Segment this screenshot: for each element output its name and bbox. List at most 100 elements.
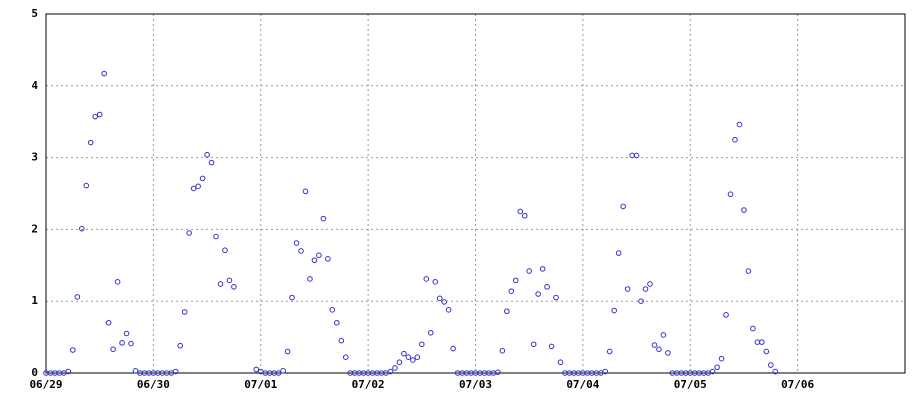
point bbox=[298, 248, 304, 254]
point bbox=[754, 339, 761, 345]
point bbox=[517, 208, 524, 215]
point bbox=[544, 284, 550, 290]
point bbox=[172, 368, 179, 375]
point bbox=[231, 284, 237, 290]
x-tick-label: 07/05 bbox=[674, 378, 707, 391]
point bbox=[74, 294, 81, 300]
y-tick-label: 5 bbox=[31, 7, 38, 20]
point bbox=[441, 299, 447, 305]
y-tick-label: 4 bbox=[31, 79, 38, 92]
point bbox=[647, 281, 653, 287]
point bbox=[450, 345, 456, 352]
point bbox=[87, 139, 94, 146]
point bbox=[427, 329, 434, 336]
point bbox=[759, 339, 765, 345]
point bbox=[289, 294, 295, 301]
point bbox=[660, 332, 667, 338]
point bbox=[92, 113, 99, 120]
point bbox=[423, 276, 430, 282]
x-tick-label: 07/06 bbox=[781, 378, 814, 391]
point bbox=[633, 152, 640, 159]
point bbox=[557, 359, 564, 366]
point bbox=[535, 291, 541, 297]
point bbox=[629, 152, 635, 159]
point bbox=[190, 185, 197, 192]
point bbox=[750, 325, 756, 332]
point bbox=[307, 276, 313, 282]
point bbox=[338, 337, 345, 344]
point bbox=[213, 233, 219, 240]
point bbox=[396, 359, 403, 366]
point bbox=[499, 347, 506, 354]
point bbox=[177, 342, 184, 349]
point bbox=[745, 268, 752, 274]
point bbox=[530, 341, 537, 348]
point bbox=[718, 355, 725, 362]
point bbox=[432, 279, 439, 285]
point bbox=[208, 159, 215, 166]
point bbox=[195, 183, 201, 190]
point bbox=[526, 268, 532, 274]
point bbox=[763, 348, 770, 355]
y-tick-label: 2 bbox=[31, 222, 38, 235]
y-tick-label: 3 bbox=[31, 151, 38, 164]
point bbox=[217, 281, 224, 287]
point bbox=[280, 368, 286, 374]
point bbox=[78, 225, 85, 232]
point bbox=[727, 191, 734, 198]
point bbox=[504, 308, 510, 315]
point bbox=[642, 286, 649, 292]
point bbox=[114, 279, 121, 285]
point bbox=[656, 346, 662, 353]
point bbox=[316, 252, 322, 259]
point bbox=[302, 188, 309, 195]
point bbox=[709, 368, 716, 375]
x-tick-label: 06/30 bbox=[137, 378, 170, 391]
point bbox=[387, 368, 394, 375]
point bbox=[186, 230, 192, 236]
point bbox=[70, 347, 76, 353]
point bbox=[222, 247, 228, 254]
point bbox=[128, 340, 134, 347]
point bbox=[436, 295, 443, 302]
point bbox=[253, 366, 260, 373]
point bbox=[414, 354, 421, 361]
plot-frame bbox=[45, 13, 906, 374]
point bbox=[665, 350, 671, 356]
point bbox=[615, 250, 622, 256]
point bbox=[325, 256, 331, 262]
point bbox=[320, 215, 327, 222]
point bbox=[553, 294, 559, 301]
point bbox=[405, 354, 412, 361]
y-tick-label: 0 bbox=[31, 366, 38, 379]
point bbox=[772, 368, 779, 375]
point bbox=[96, 111, 103, 118]
point bbox=[624, 286, 631, 292]
point bbox=[410, 357, 416, 363]
point bbox=[119, 340, 125, 346]
point bbox=[342, 354, 349, 361]
point bbox=[741, 207, 747, 213]
point bbox=[602, 368, 609, 375]
x-tick-label: 06/29 bbox=[29, 378, 62, 391]
point bbox=[101, 70, 107, 77]
point bbox=[329, 307, 336, 313]
point bbox=[105, 319, 112, 326]
point bbox=[732, 136, 738, 143]
point bbox=[199, 175, 206, 182]
point bbox=[275, 370, 282, 376]
point bbox=[401, 350, 407, 357]
point bbox=[419, 341, 425, 348]
point bbox=[181, 309, 188, 315]
point bbox=[65, 368, 72, 375]
y-tick-label: 1 bbox=[31, 294, 38, 307]
point bbox=[736, 121, 743, 128]
point bbox=[606, 348, 613, 355]
point bbox=[392, 365, 398, 371]
point bbox=[714, 364, 720, 371]
point bbox=[204, 151, 210, 158]
point bbox=[539, 266, 546, 272]
point bbox=[548, 343, 555, 350]
x-tick-label: 07/01 bbox=[244, 378, 277, 391]
